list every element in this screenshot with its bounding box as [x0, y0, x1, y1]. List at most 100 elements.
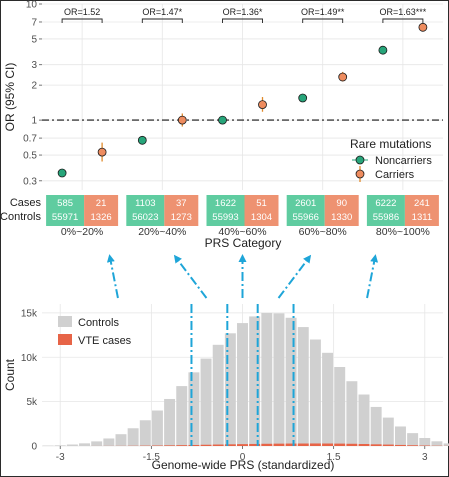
- or-bracket: [61, 18, 103, 23]
- noncarrier-controls-count: 55993: [212, 212, 238, 223]
- vte-case-bar: [297, 443, 309, 446]
- carrier-count-box: [164, 195, 199, 226]
- controls-bar: [224, 333, 236, 446]
- controls-bar: [66, 444, 78, 446]
- legend-marker-carriers: [355, 169, 365, 179]
- legend-label-noncarriers: Noncarriers: [375, 155, 432, 167]
- histogram-y-axis-label: Count: [3, 358, 17, 391]
- or-x-tick-labels: 0%~20% 20%~40% 40%~60% 60%~80% 80%~100%: [61, 226, 430, 238]
- vte-case-bar: [346, 443, 358, 446]
- or-x-tick-label: 80%~100%: [376, 226, 430, 238]
- controls-bar: [297, 327, 309, 446]
- or-y-tick-label: 1: [31, 116, 37, 127]
- noncarrier-controls-count: 55966: [292, 212, 318, 223]
- or-x-tick-label: 0%~20%: [61, 226, 103, 238]
- vte-case-bar: [382, 444, 394, 446]
- histogram-y-ticks: 0 5k 10k 15k: [21, 308, 38, 452]
- table-cells: 585 55971 21 1326 1103 56023 37 1273 1622 55993 51…: [46, 195, 439, 226]
- noncarrier-count-box: [286, 195, 325, 226]
- noncarrier-point: [218, 115, 227, 125]
- controls-bar: [91, 441, 103, 446]
- noncarrier-controls-count: 56023: [132, 212, 158, 223]
- carrier-cases-count: 90: [336, 198, 347, 209]
- noncarrier-cases-count: 2601: [295, 198, 316, 209]
- vte-case-bar: [261, 443, 273, 446]
- table-row-label-controls: Controls: [0, 211, 41, 223]
- controls-bar: [115, 434, 127, 446]
- histogram-y-tick-label: 10k: [21, 353, 38, 364]
- controls-bar: [164, 398, 176, 446]
- or-annotation: OR=1.36*: [223, 7, 263, 17]
- controls-bar: [346, 381, 358, 446]
- or-x-tick-label: 60%~80%: [299, 226, 347, 238]
- histogram-x-tick-label: 0: [240, 452, 246, 463]
- controls-bar: [382, 417, 394, 446]
- vte-case-bar: [188, 444, 200, 446]
- or-y-tick-label: 5: [31, 34, 37, 45]
- vte-case-bar: [407, 445, 419, 446]
- or-y-tick-label: 10: [26, 0, 38, 11]
- noncarrier-count-box: [206, 195, 245, 226]
- or-y-tick-label: 7: [31, 17, 37, 28]
- vte-case-bar: [224, 444, 236, 446]
- noncarrier-point: [378, 45, 388, 55]
- legend-item-noncarriers: Noncarriers: [352, 155, 432, 167]
- controls-bar: [139, 420, 151, 446]
- histogram-x-axis-label: Genome-wide PRS (standardized): [152, 458, 335, 472]
- vte-case-bar: [212, 444, 224, 446]
- histogram-legend: Controls VTE cases: [58, 316, 132, 347]
- legend-label-carriers: Carriers: [375, 169, 415, 181]
- histogram-y-tick-label: 15k: [21, 308, 38, 319]
- or-y-tick-label: 0.3: [23, 176, 37, 187]
- vte-case-bar: [164, 445, 176, 446]
- vte-case-bar: [309, 443, 321, 446]
- noncarrier-point: [298, 93, 308, 103]
- percentile-cutoff-lines: [190, 304, 295, 446]
- vte-case-bar: [334, 443, 346, 446]
- vte-case-bar: [200, 444, 212, 446]
- noncarrier-count-box: [126, 195, 165, 226]
- vte-case-bar: [358, 444, 370, 446]
- controls-bar: [370, 406, 382, 446]
- vte-case-bar: [394, 444, 406, 446]
- or-annotation: OR=1.63***: [380, 7, 427, 17]
- noncarrier-count-box: [46, 195, 85, 226]
- connector-arrows: [106, 254, 379, 299]
- controls-bar: [394, 426, 406, 446]
- connector-arrow: [366, 254, 379, 299]
- vte-case-bar: [285, 443, 297, 446]
- controls-bar: [443, 443, 449, 446]
- carrier-controls-count: 1326: [91, 212, 112, 223]
- noncarrier-count-box: [366, 195, 405, 226]
- or-y-tick-label: 0.5: [23, 151, 37, 162]
- legend-swatch-controls: [58, 316, 72, 327]
- controls-bar: [212, 344, 224, 446]
- legend-marker-noncarriers: [355, 155, 365, 165]
- noncarrier-cases-count: 6222: [375, 198, 396, 209]
- carrier-point: [418, 22, 428, 32]
- vte-case-bar: [273, 443, 285, 446]
- controls-bar: [79, 443, 91, 446]
- noncarrier-controls-count: 55971: [52, 212, 78, 223]
- or-annotation: OR=1.49**: [301, 7, 345, 17]
- or-annotations: OR=1.52 OR=1.47* OR=1.36* OR=1.49** OR=1.63*…: [61, 7, 427, 23]
- legend-item-carriers: Carriers: [355, 166, 415, 182]
- carrier-count-box: [324, 195, 359, 226]
- controls-bar: [407, 433, 419, 446]
- carrier-cases-count: 37: [176, 198, 187, 209]
- vte-case-bar: [322, 443, 334, 446]
- controls-bar: [419, 438, 431, 446]
- legend-label-controls: Controls: [78, 317, 119, 329]
- vte-case-bar: [237, 444, 248, 446]
- histogram-bars: [42, 312, 449, 446]
- or-y-tick-label: 0.7: [23, 134, 37, 145]
- carrier-count-box: [84, 195, 119, 226]
- or-bracket: [302, 18, 344, 23]
- controls-bar: [322, 352, 334, 446]
- histogram-x-ticks: -3 -1.5 0 1.5 3: [56, 446, 428, 463]
- controls-bar: [151, 410, 163, 446]
- carrier-count-box: [404, 195, 439, 226]
- or-legend-title: Rare mutations: [350, 137, 431, 151]
- carrier-controls-count: 1273: [171, 212, 192, 223]
